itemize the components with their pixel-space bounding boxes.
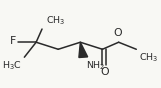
Text: CH$_3$: CH$_3$	[46, 14, 65, 27]
Text: H$_3$C: H$_3$C	[2, 60, 22, 72]
Text: CH$_3$: CH$_3$	[139, 52, 159, 64]
Text: F: F	[10, 36, 16, 46]
Text: O: O	[100, 67, 109, 77]
Polygon shape	[79, 42, 88, 58]
Text: NH$_2$: NH$_2$	[86, 60, 106, 72]
Text: O: O	[114, 28, 122, 38]
